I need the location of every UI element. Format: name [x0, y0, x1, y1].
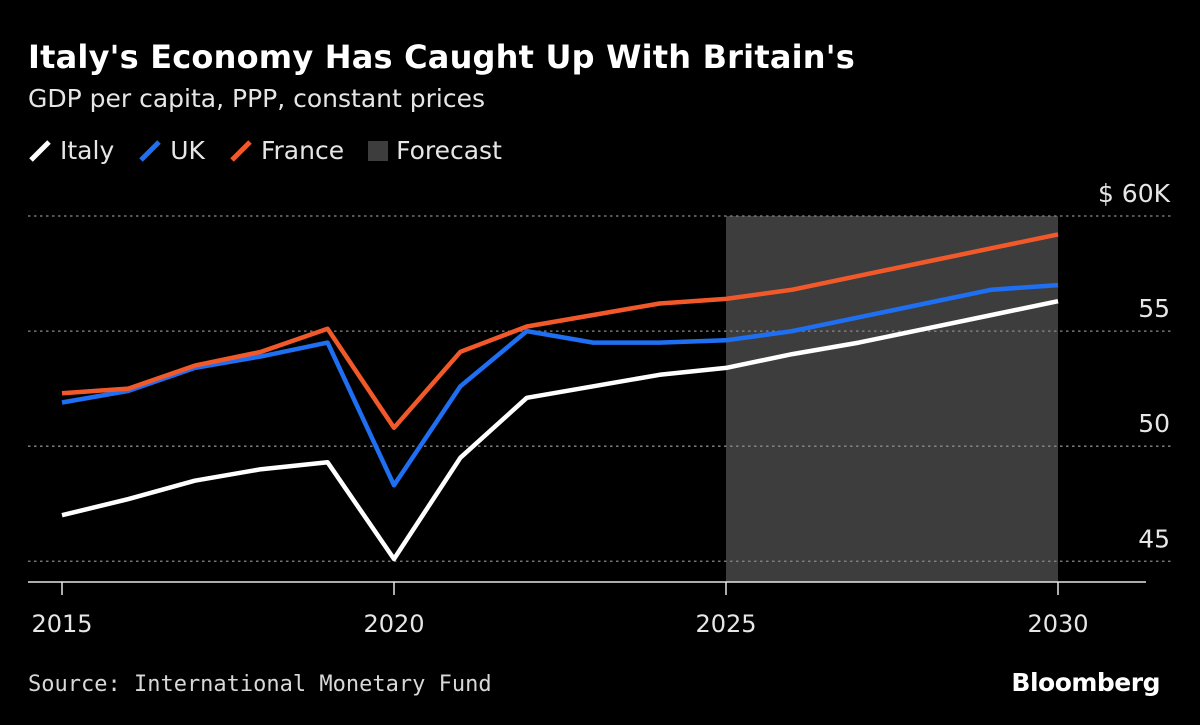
- x-tick-label-2025: 2025: [695, 610, 756, 638]
- y-tick-label-60: $ 60K: [1098, 179, 1171, 208]
- bloomberg-logo: Bloomberg: [1011, 668, 1160, 697]
- chart-subtitle: GDP per capita, PPP, constant prices: [28, 84, 486, 113]
- legend: Italy UK France Forecast: [28, 136, 526, 165]
- legend-swatch-uk: [139, 139, 162, 162]
- legend-label-italy: Italy: [60, 136, 115, 165]
- legend-item-italy: Italy: [28, 136, 114, 165]
- chart-title: Italy's Economy Has Caught Up With Brita…: [28, 38, 856, 76]
- legend-swatch-forecast: [368, 140, 389, 161]
- legend-label-france: France: [260, 136, 345, 165]
- x-tick-label-2015: 2015: [31, 610, 92, 638]
- forecast-region: [726, 216, 1058, 582]
- y-tick-label-45: 45: [1138, 524, 1170, 553]
- legend-item-uk: UK: [138, 136, 205, 165]
- x-tick-label-2020: 2020: [363, 610, 424, 638]
- x-tick-label-2030: 2030: [1027, 610, 1088, 638]
- source-note: Source: International Monetary Fund: [28, 672, 492, 697]
- legend-label-forecast: Forecast: [396, 136, 502, 165]
- legend-swatch-france: [230, 139, 252, 162]
- series-line-italy: [61, 298, 1059, 562]
- legend-item-france: France: [229, 136, 344, 165]
- legend-item-forecast: Forecast: [368, 136, 502, 165]
- series-line-uk: [61, 282, 1059, 488]
- y-tick-label-50: 50: [1138, 409, 1170, 438]
- legend-label-uk: UK: [170, 136, 205, 165]
- legend-swatch-italy: [29, 139, 51, 162]
- y-tick-label-55: 55: [1138, 294, 1170, 323]
- series-line-france: [61, 232, 1059, 431]
